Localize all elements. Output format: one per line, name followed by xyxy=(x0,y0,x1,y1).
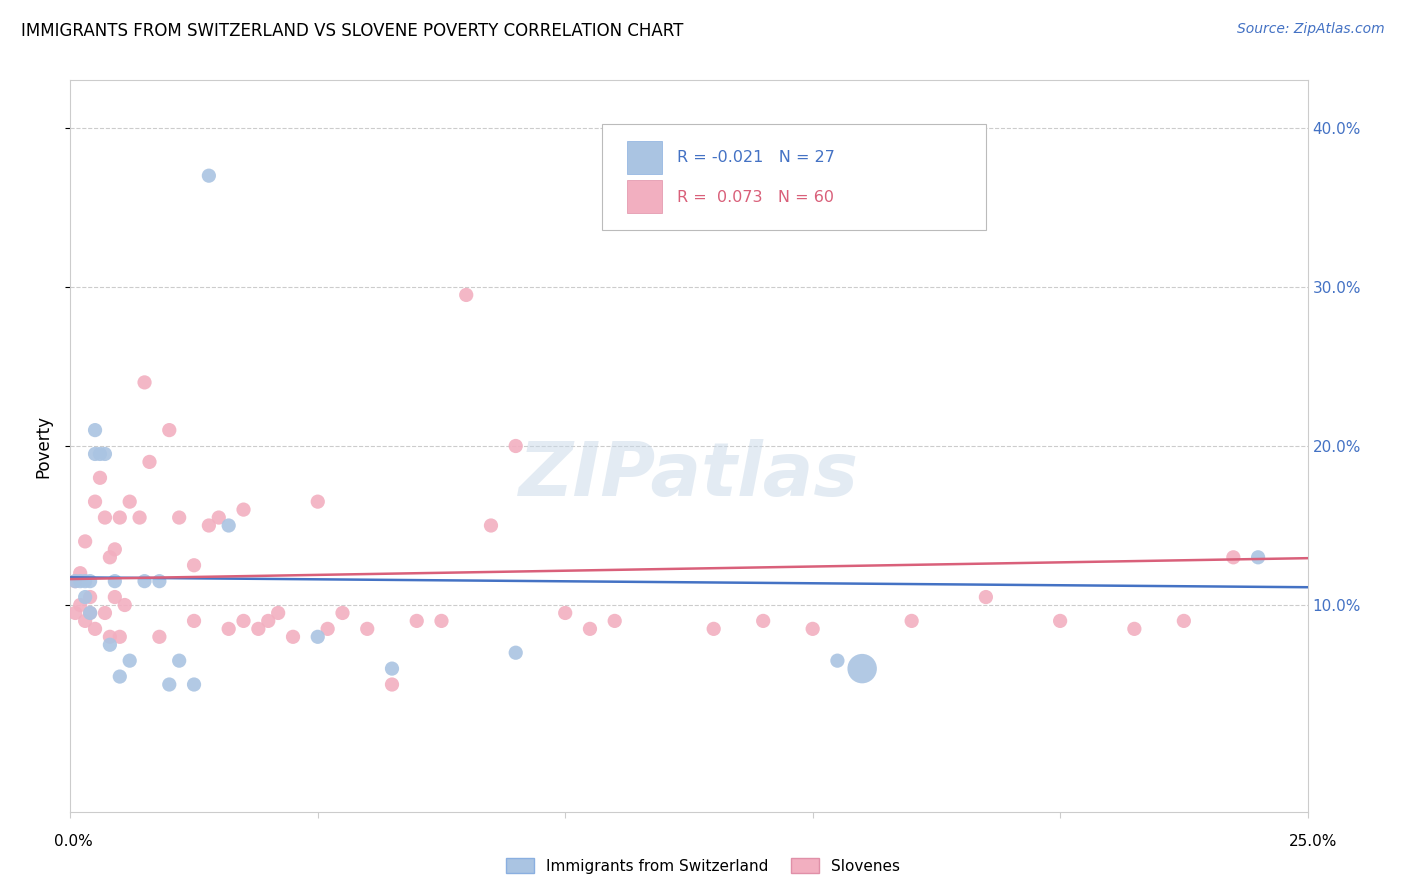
Text: R =  0.073   N = 60: R = 0.073 N = 60 xyxy=(676,190,834,205)
Point xyxy=(94,606,117,620)
Point xyxy=(232,502,254,516)
Point xyxy=(108,669,131,683)
Point xyxy=(114,598,136,612)
Point xyxy=(851,662,873,676)
Point xyxy=(381,662,404,676)
Point xyxy=(79,574,101,589)
Point xyxy=(98,638,121,652)
Point xyxy=(1123,622,1146,636)
Point xyxy=(703,622,725,636)
Point xyxy=(198,518,221,533)
Point xyxy=(134,376,156,390)
Point xyxy=(579,622,602,636)
Point xyxy=(65,574,87,589)
Point xyxy=(84,494,107,508)
Point xyxy=(1173,614,1195,628)
Point xyxy=(65,574,87,589)
Point xyxy=(307,494,329,508)
Point xyxy=(267,606,290,620)
Point xyxy=(79,590,101,604)
Point xyxy=(603,614,626,628)
Point xyxy=(183,677,205,691)
Text: Source: ZipAtlas.com: Source: ZipAtlas.com xyxy=(1237,22,1385,37)
Point xyxy=(257,614,280,628)
Point xyxy=(247,622,270,636)
Point xyxy=(138,455,160,469)
Point xyxy=(108,510,131,524)
Point xyxy=(900,614,922,628)
Point xyxy=(108,630,131,644)
Point xyxy=(118,654,141,668)
Point xyxy=(1247,550,1270,565)
Point xyxy=(104,590,127,604)
FancyBboxPatch shape xyxy=(627,141,662,174)
Point xyxy=(316,622,339,636)
Point xyxy=(104,542,127,557)
Point xyxy=(752,614,775,628)
Point xyxy=(89,447,111,461)
Point xyxy=(430,614,453,628)
Point xyxy=(98,550,121,565)
Text: 25.0%: 25.0% xyxy=(1289,834,1337,849)
Point xyxy=(94,510,117,524)
Point xyxy=(1049,614,1071,628)
Point xyxy=(75,590,97,604)
Point xyxy=(183,614,205,628)
Legend: Immigrants from Switzerland, Slovenes: Immigrants from Switzerland, Slovenes xyxy=(501,852,905,880)
Point xyxy=(381,677,404,691)
Point xyxy=(183,558,205,573)
Text: R = -0.021   N = 27: R = -0.021 N = 27 xyxy=(676,151,834,165)
Point xyxy=(104,574,127,589)
Point xyxy=(69,574,91,589)
Point xyxy=(148,574,170,589)
Point xyxy=(157,677,180,691)
Point xyxy=(218,518,240,533)
Point xyxy=(84,622,107,636)
Point xyxy=(79,606,101,620)
Y-axis label: Poverty: Poverty xyxy=(34,415,52,477)
Point xyxy=(208,510,231,524)
Point xyxy=(65,606,87,620)
Point xyxy=(167,654,190,668)
Point xyxy=(148,630,170,644)
Point xyxy=(827,654,849,668)
Point xyxy=(79,606,101,620)
Point xyxy=(801,622,824,636)
Point xyxy=(218,622,240,636)
Point xyxy=(89,471,111,485)
Text: IMMIGRANTS FROM SWITZERLAND VS SLOVENE POVERTY CORRELATION CHART: IMMIGRANTS FROM SWITZERLAND VS SLOVENE P… xyxy=(21,22,683,40)
Point xyxy=(356,622,378,636)
Point xyxy=(167,510,190,524)
FancyBboxPatch shape xyxy=(602,124,986,230)
FancyBboxPatch shape xyxy=(627,180,662,213)
Point xyxy=(1222,550,1244,565)
Point xyxy=(307,630,329,644)
Point xyxy=(554,606,576,620)
Point xyxy=(974,590,997,604)
Point xyxy=(118,494,141,508)
Point xyxy=(75,614,97,628)
Point xyxy=(84,447,107,461)
Point xyxy=(75,574,97,589)
Point xyxy=(157,423,180,437)
Point xyxy=(405,614,427,628)
Point xyxy=(98,630,121,644)
Point xyxy=(69,566,91,581)
Point xyxy=(281,630,304,644)
Point xyxy=(75,534,97,549)
Point xyxy=(69,598,91,612)
Text: ZIPatlas: ZIPatlas xyxy=(519,439,859,512)
Point xyxy=(505,439,527,453)
Point xyxy=(134,574,156,589)
Point xyxy=(456,288,478,302)
Point xyxy=(198,169,221,183)
Text: 0.0%: 0.0% xyxy=(53,834,93,849)
Point xyxy=(332,606,354,620)
Point xyxy=(232,614,254,628)
Point xyxy=(84,423,107,437)
Point xyxy=(94,447,117,461)
Point xyxy=(505,646,527,660)
Point xyxy=(128,510,150,524)
Point xyxy=(479,518,502,533)
